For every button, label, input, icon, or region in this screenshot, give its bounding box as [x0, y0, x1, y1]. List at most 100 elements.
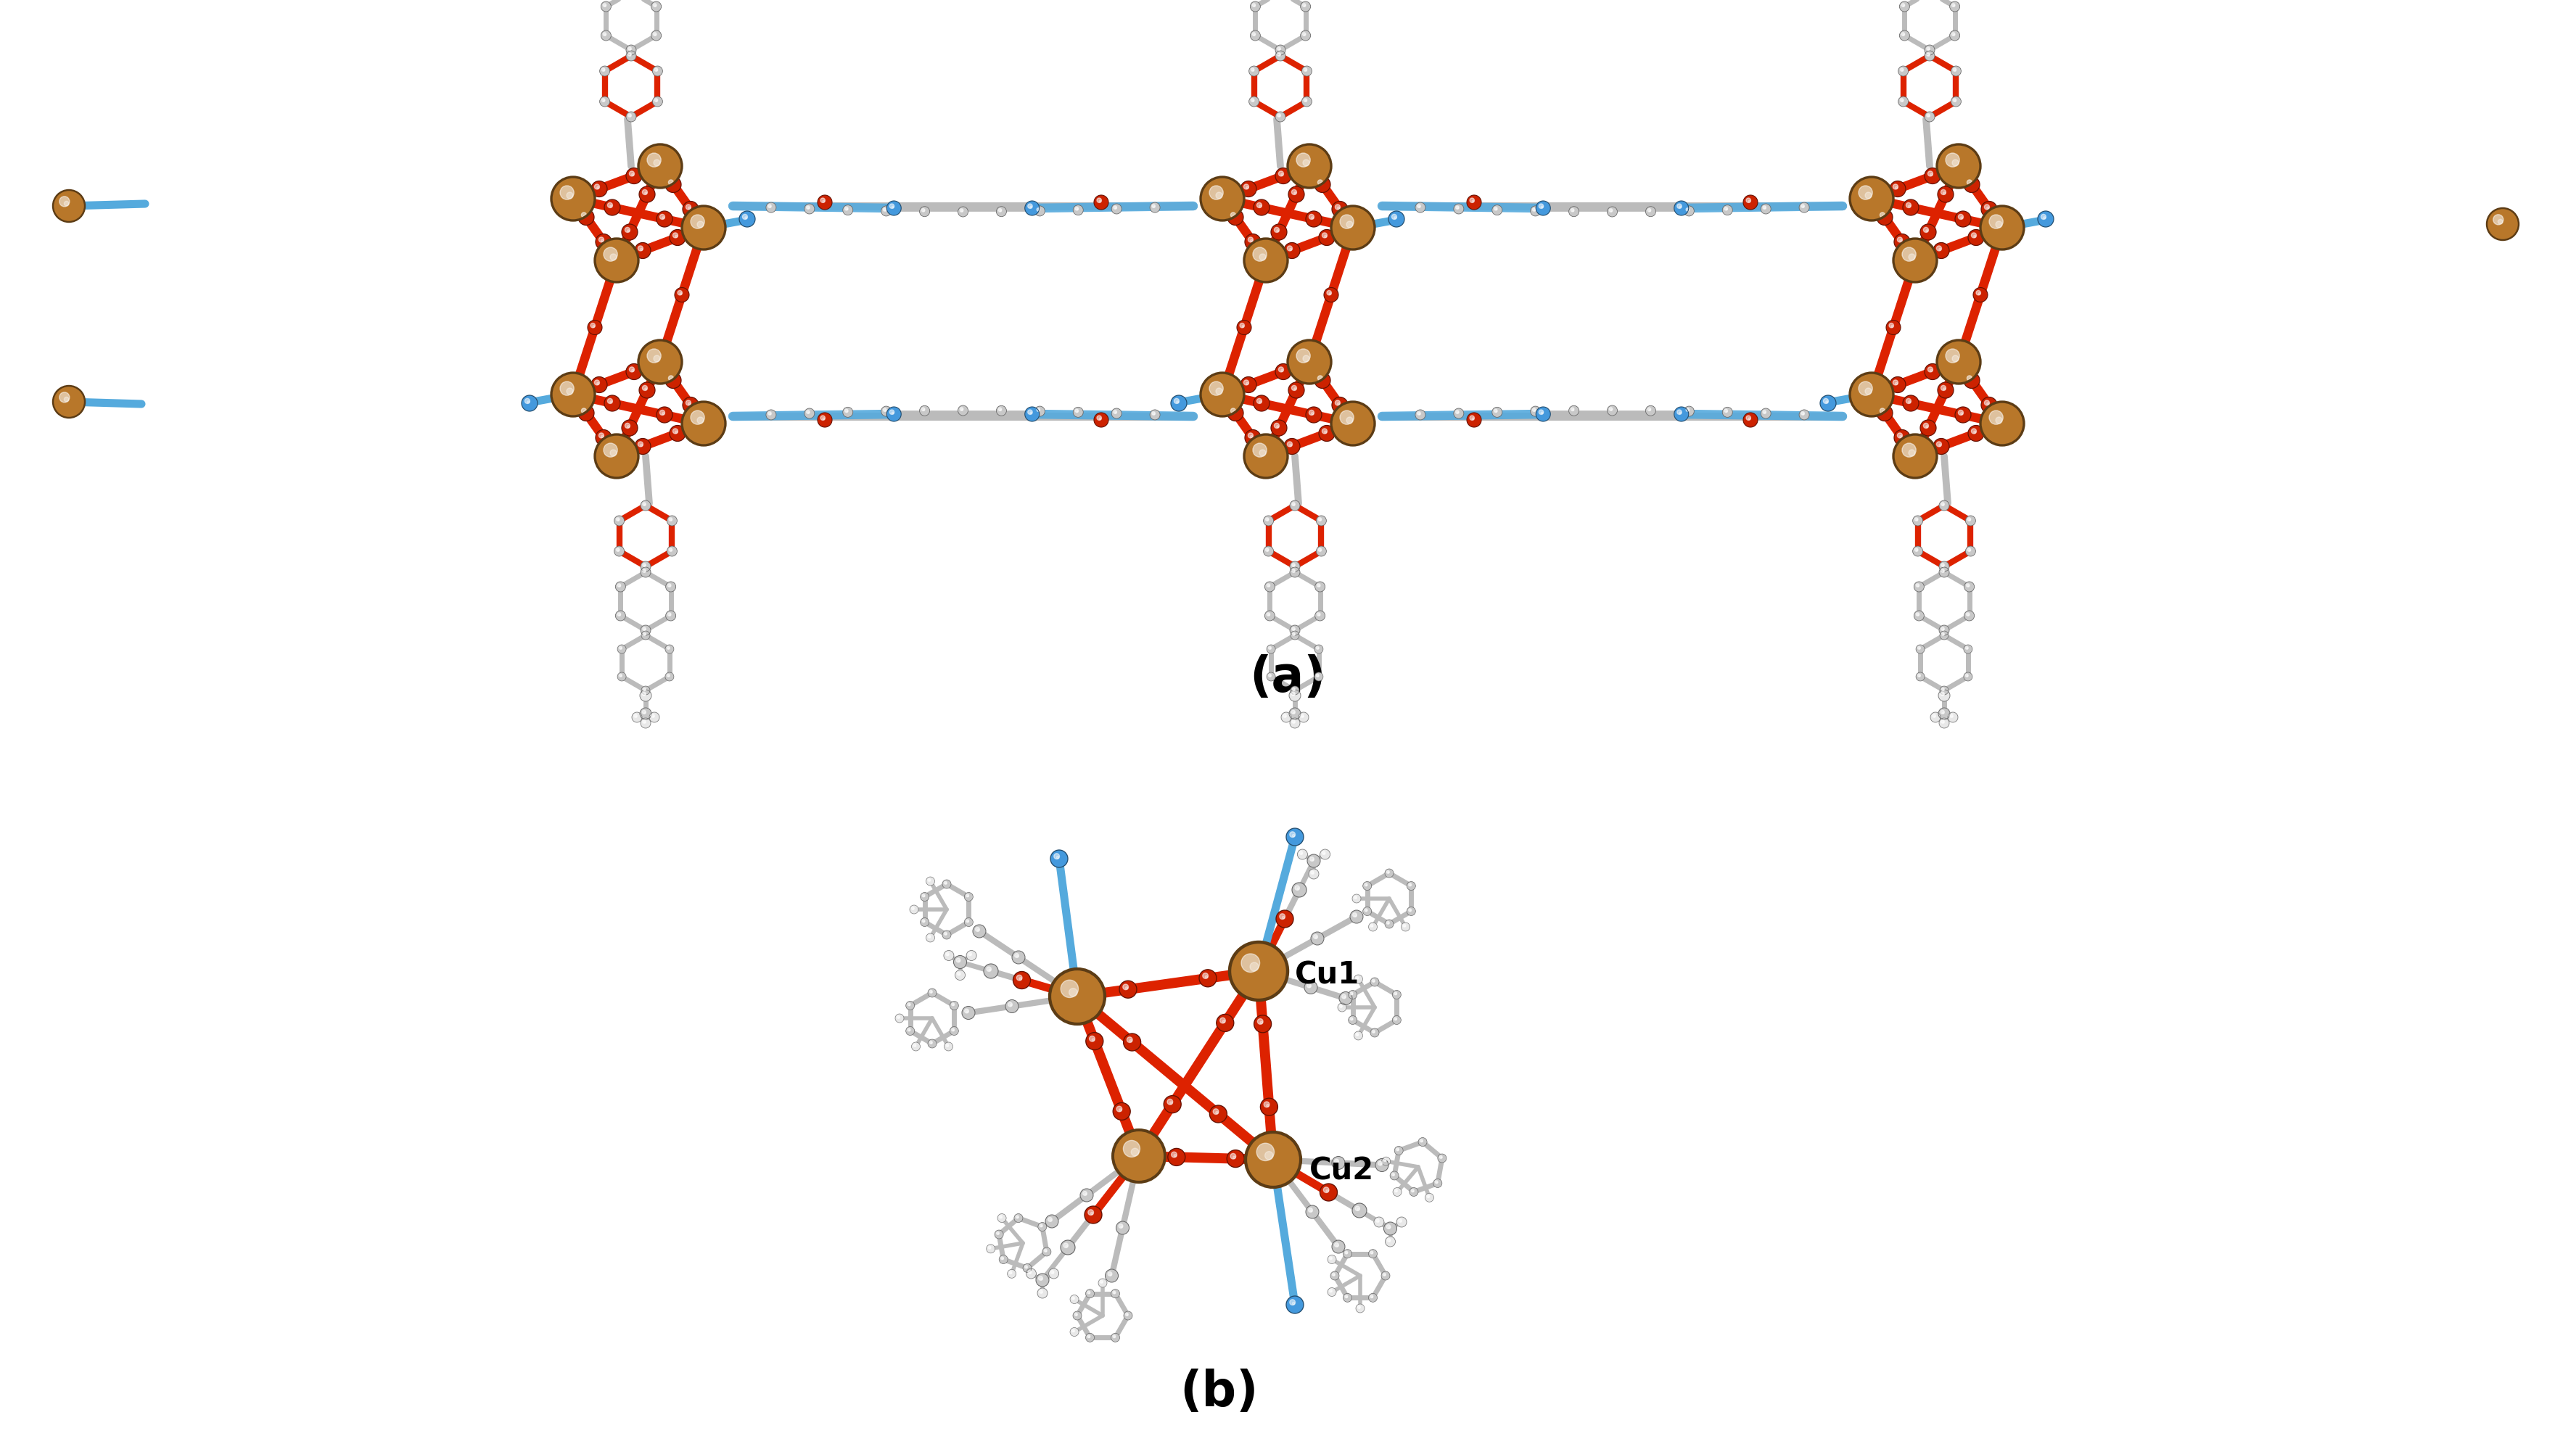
Circle shape	[951, 1027, 958, 1035]
Circle shape	[1942, 564, 1945, 567]
Circle shape	[551, 178, 595, 221]
Circle shape	[641, 570, 647, 573]
Circle shape	[1391, 1172, 1399, 1180]
Circle shape	[1216, 1014, 1234, 1032]
Circle shape	[1940, 190, 1945, 195]
Circle shape	[912, 1043, 920, 1051]
Circle shape	[1172, 1152, 1177, 1157]
Circle shape	[1015, 954, 1018, 958]
Circle shape	[1257, 399, 1262, 404]
Circle shape	[1265, 582, 1275, 592]
Circle shape	[603, 99, 605, 102]
Circle shape	[1401, 923, 1409, 932]
Circle shape	[1074, 205, 1084, 215]
Circle shape	[1850, 178, 1893, 221]
Circle shape	[1927, 172, 1932, 177]
Circle shape	[665, 373, 680, 389]
Circle shape	[587, 320, 603, 335]
Circle shape	[997, 207, 1007, 217]
Circle shape	[1373, 1031, 1376, 1032]
Circle shape	[1303, 33, 1306, 36]
Circle shape	[896, 1015, 899, 1018]
Circle shape	[1126, 1313, 1128, 1315]
Circle shape	[1084, 1290, 1095, 1298]
Circle shape	[1857, 187, 1873, 200]
Circle shape	[1149, 411, 1159, 421]
Circle shape	[1381, 1157, 1391, 1166]
Circle shape	[1919, 224, 1937, 241]
Circle shape	[603, 69, 605, 72]
Circle shape	[739, 211, 755, 228]
Circle shape	[1332, 207, 1376, 250]
Circle shape	[641, 692, 647, 696]
Circle shape	[1175, 1155, 1177, 1157]
Circle shape	[567, 389, 572, 395]
Circle shape	[1267, 613, 1270, 616]
Text: (a): (a)	[1249, 653, 1327, 702]
Circle shape	[685, 401, 690, 406]
Circle shape	[641, 503, 647, 505]
Circle shape	[649, 712, 659, 722]
Circle shape	[1113, 1335, 1115, 1338]
Circle shape	[629, 368, 634, 372]
Circle shape	[641, 501, 652, 511]
Circle shape	[685, 205, 690, 210]
Circle shape	[1901, 4, 1904, 7]
Circle shape	[1942, 721, 1945, 724]
Circle shape	[683, 398, 698, 414]
Circle shape	[1255, 396, 1270, 412]
Circle shape	[1965, 646, 1968, 649]
Circle shape	[1878, 210, 1893, 225]
Circle shape	[592, 181, 608, 198]
Circle shape	[1976, 292, 1981, 296]
Circle shape	[1437, 1155, 1448, 1163]
Circle shape	[958, 972, 961, 975]
Circle shape	[1283, 439, 1301, 455]
Circle shape	[1309, 869, 1319, 879]
Circle shape	[1723, 205, 1734, 215]
Circle shape	[1899, 66, 1909, 78]
Circle shape	[1386, 1236, 1396, 1246]
Circle shape	[1334, 401, 1340, 406]
Circle shape	[1466, 195, 1481, 210]
Circle shape	[1280, 913, 1285, 919]
Circle shape	[1242, 954, 1260, 972]
Circle shape	[1494, 409, 1497, 414]
Circle shape	[765, 202, 775, 213]
Circle shape	[1309, 411, 1314, 415]
Circle shape	[1940, 561, 1950, 572]
Circle shape	[1332, 1241, 1345, 1254]
Circle shape	[1744, 195, 1757, 210]
Circle shape	[1260, 254, 1265, 261]
Circle shape	[647, 154, 662, 168]
Circle shape	[1376, 1159, 1388, 1172]
Circle shape	[1886, 320, 1901, 335]
Circle shape	[526, 399, 531, 404]
Circle shape	[1288, 145, 1332, 188]
Circle shape	[670, 518, 672, 521]
Circle shape	[665, 645, 675, 653]
Circle shape	[641, 711, 647, 714]
Circle shape	[1355, 1031, 1363, 1040]
Circle shape	[1914, 547, 1922, 557]
Circle shape	[1167, 1099, 1172, 1104]
Circle shape	[1381, 1271, 1391, 1279]
Circle shape	[595, 435, 639, 478]
Circle shape	[1409, 909, 1412, 912]
Circle shape	[1355, 975, 1363, 984]
Circle shape	[951, 1004, 953, 1007]
Circle shape	[1291, 564, 1296, 567]
Circle shape	[667, 376, 672, 381]
Circle shape	[1293, 633, 1296, 636]
Circle shape	[1327, 292, 1332, 296]
Circle shape	[1206, 976, 1208, 978]
Circle shape	[613, 516, 623, 526]
Circle shape	[1965, 613, 1971, 616]
Circle shape	[1275, 52, 1285, 62]
Circle shape	[920, 207, 930, 217]
Circle shape	[1113, 207, 1118, 210]
Circle shape	[1278, 53, 1280, 57]
Circle shape	[920, 918, 930, 926]
Circle shape	[1370, 1028, 1378, 1037]
Circle shape	[1244, 185, 1249, 190]
